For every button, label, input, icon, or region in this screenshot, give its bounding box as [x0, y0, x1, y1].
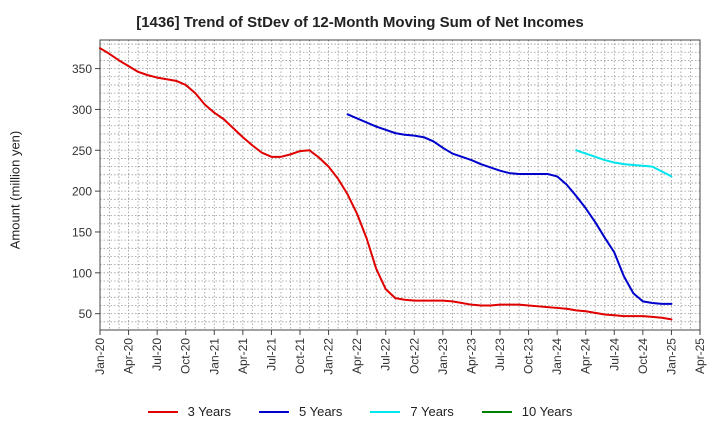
legend-item-3: 7 Years — [370, 404, 454, 419]
x-tick-label: Jan-21 — [207, 338, 221, 375]
legend-item-2: 5 Years — [259, 404, 342, 419]
plot-frame — [99, 39, 701, 331]
x-tick-label: Apr-23 — [464, 338, 478, 374]
x-tick-label: Jul-23 — [493, 338, 507, 371]
legend-item-1: 3 Years — [147, 404, 231, 419]
series-line-3 — [575, 149, 673, 178]
x-tick-label: Oct-22 — [407, 338, 421, 374]
legend-swatch — [259, 410, 289, 413]
plot-background — [100, 40, 700, 330]
y-tick-label: 250 — [72, 144, 92, 158]
y-tick-label: 50 — [79, 307, 93, 321]
legend-swatch — [370, 410, 401, 413]
x-tick-label: Jan-24 — [550, 338, 564, 375]
y-tick-label: 100 — [72, 266, 92, 280]
x-tick-label: Jul-21 — [264, 338, 278, 371]
y-tick-label: 200 — [72, 185, 92, 199]
legend-label: 3 Years — [187, 404, 231, 419]
legend-swatch — [481, 410, 512, 413]
legend-label: 5 Years — [299, 404, 343, 419]
legend-label: 10 Years — [521, 404, 573, 419]
legend-item-4: 10 Years — [481, 404, 573, 419]
x-tick-label: Jul-20 — [150, 338, 164, 371]
x-tick-label: Oct-20 — [179, 338, 193, 374]
x-tick-label: Apr-20 — [122, 338, 136, 374]
chart-title: [1436] Trend of StDev of 12-Month Moving… — [136, 14, 584, 31]
y-tick-label: 150 — [72, 225, 92, 239]
x-tick-label: Jan-25 — [664, 338, 678, 375]
x-tick-label: Apr-24 — [579, 338, 593, 374]
x-tick-label: Jan-20 — [93, 338, 107, 375]
x-tick-label: Oct-24 — [636, 338, 650, 374]
y-tick-label: 300 — [72, 103, 92, 117]
x-tick-label: Oct-23 — [522, 338, 536, 374]
x-tick-label: Jan-22 — [322, 338, 336, 375]
legend-label: 7 Years — [410, 404, 454, 419]
y-tick-label: 350 — [72, 62, 92, 76]
x-tick-label: Apr-22 — [350, 338, 364, 374]
legend: 3 Years 5 Years 7 Years 10 Years — [0, 404, 720, 419]
x-tick-label: Jan-23 — [436, 338, 450, 375]
x-tick-label: Apr-21 — [236, 338, 250, 374]
x-tick-label: Oct-21 — [293, 338, 307, 374]
series-line-1 — [99, 47, 673, 321]
x-tick-label: Jul-22 — [379, 338, 393, 371]
series-line-2 — [346, 113, 673, 305]
legend-swatch — [147, 410, 178, 413]
x-tick-label: Jul-24 — [607, 338, 621, 371]
x-tick-label: Apr-25 — [693, 338, 707, 374]
